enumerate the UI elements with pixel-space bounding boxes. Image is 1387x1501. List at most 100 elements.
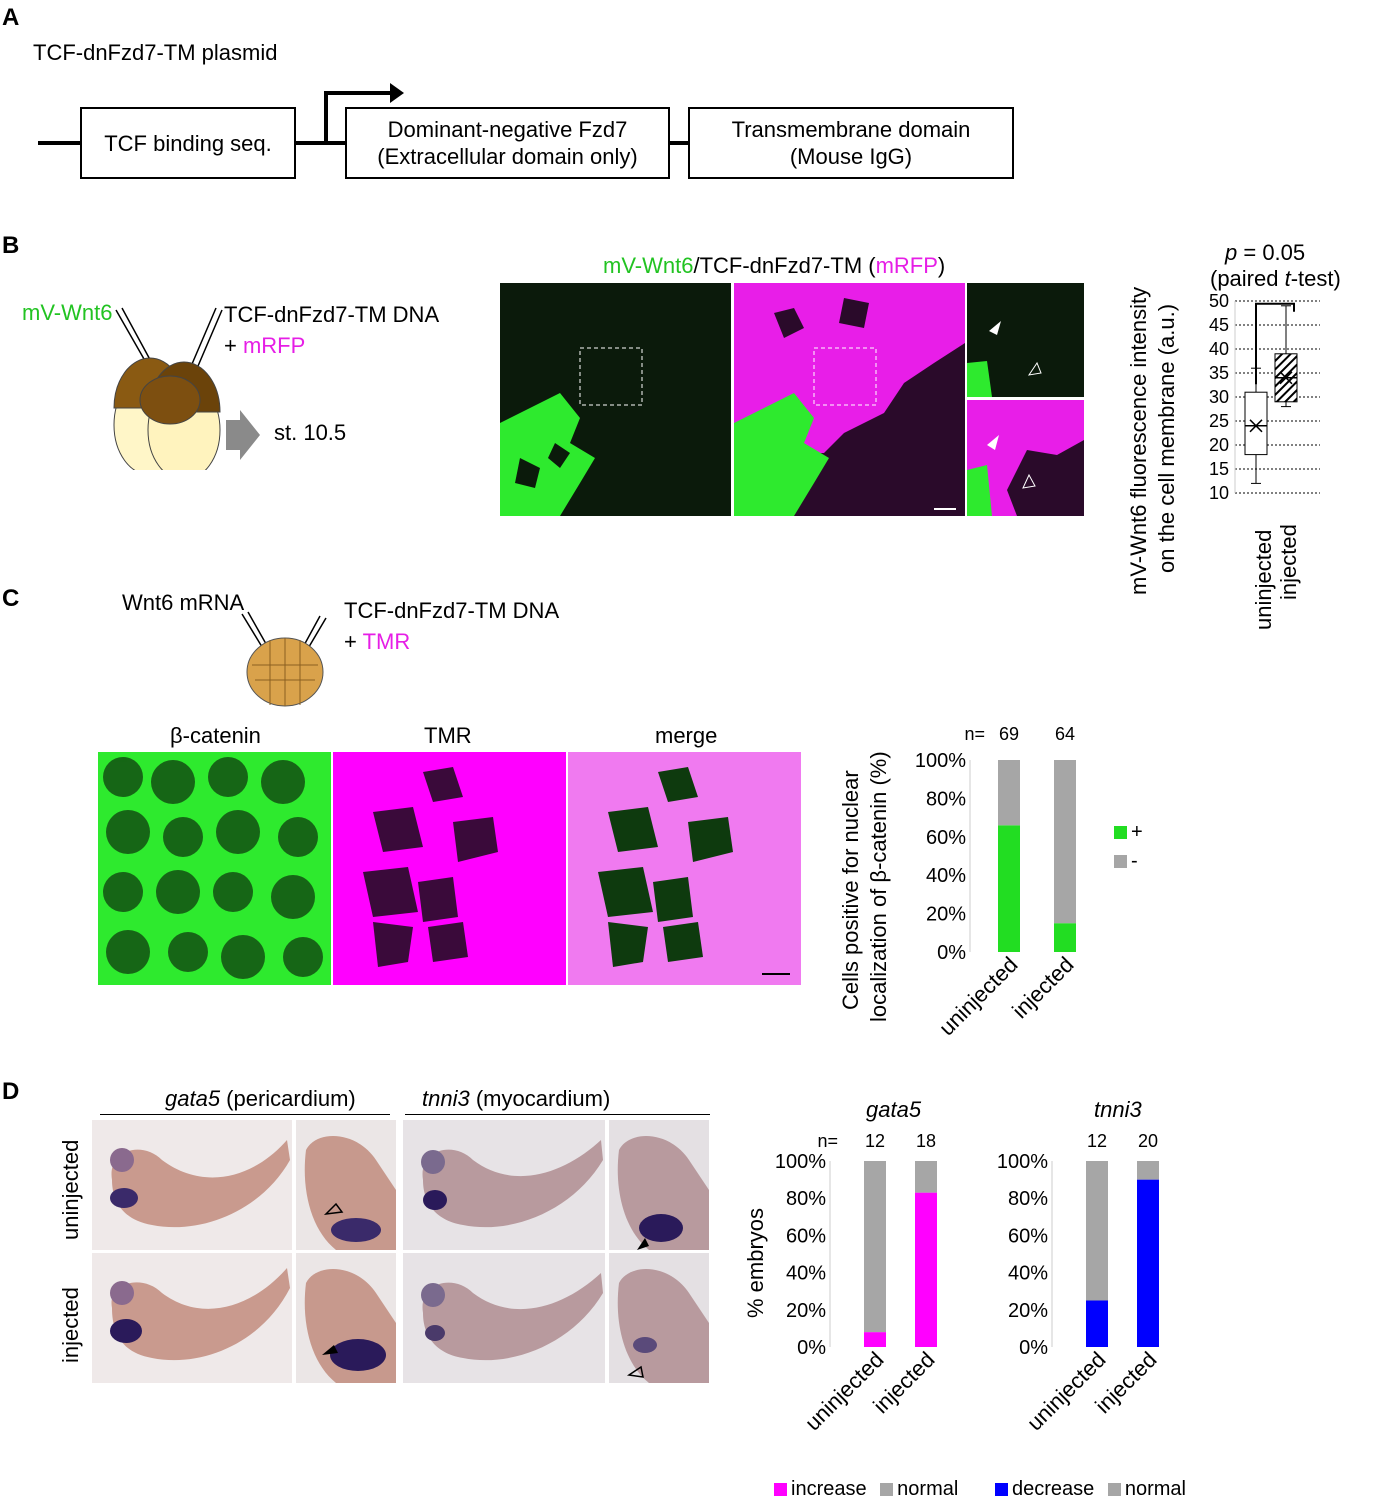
panel-a-label: A [2, 4, 20, 31]
arrowhead-filled-icon [989, 321, 1001, 335]
bar-uninjected-normal [864, 1161, 886, 1333]
box-xcat-injected: injected [1276, 524, 1301, 600]
box-ytick-label: 50 [1209, 291, 1229, 311]
embryo-gata5-injected [92, 1253, 292, 1383]
inj-plus-c: + TMR [344, 629, 411, 654]
open-arrowhead-icon [323, 1202, 344, 1216]
gene1-underline [100, 1114, 390, 1115]
legend-normal-1: normal [897, 1478, 959, 1500]
embryo-gata5-uninjected-zoom [296, 1120, 396, 1250]
n-label: n= [817, 1131, 838, 1151]
bar-uninjected-decrease [1086, 1300, 1108, 1347]
legend-increase: increase [791, 1478, 867, 1500]
dnfzd7-box: Dominant-negative Fzd7 (Extracellular do… [345, 107, 670, 179]
gata5-chart: 0%20%40%60%80%100%n= 12uninjected18inject… [775, 1131, 940, 1435]
ytick-label: 60% [786, 1225, 826, 1247]
c-ylabel-1: Cells positive for nuclear [838, 770, 863, 1010]
n-value: 12 [1087, 1131, 1107, 1151]
ytick-label: 0% [1019, 1337, 1048, 1359]
bar-uninjected-- [998, 760, 1020, 826]
arrowhead-open-icon [1027, 361, 1042, 376]
row-injected: injected [58, 1287, 83, 1363]
ytick-label: 100% [775, 1151, 826, 1173]
row-uninjected: uninjected [58, 1139, 83, 1240]
ytick-label: 40% [786, 1263, 826, 1285]
plasmid-diagram [38, 83, 689, 145]
ytick-label: 80% [1008, 1188, 1048, 1210]
box-ytick-label: 20 [1209, 435, 1229, 455]
n-value: 64 [1055, 724, 1075, 744]
d-chart1-title: gata5 [866, 1097, 922, 1122]
tm-domain-box: Transmembrane domain (Mouse IgG) [688, 107, 1014, 179]
embryo-gata5-uninjected [92, 1120, 292, 1250]
xtick-uninjected: uninjected [1022, 1347, 1111, 1436]
n-value: 18 [916, 1131, 936, 1151]
stage-label: st. 10.5 [274, 420, 347, 445]
tcf-binding-box: TCF binding seq. [80, 107, 296, 179]
gene2-header: tnni3 (myocardium) [422, 1086, 611, 1111]
ytick-label: 0% [797, 1337, 826, 1359]
box-ytick-label: 30 [1209, 387, 1229, 407]
ytick-label: 100% [915, 750, 966, 772]
ytick-label: 40% [1008, 1263, 1048, 1285]
box-ytick-label: 25 [1209, 411, 1229, 431]
ytick-label: 80% [926, 788, 966, 810]
tm-label-1: Transmembrane domain [731, 117, 971, 142]
xtick-injected: injected [1007, 952, 1078, 1023]
box-ytick-label: 40 [1209, 339, 1229, 359]
gene2-underline [405, 1114, 710, 1115]
box-ylabel-1: mV-Wnt6 fluorescence intensity [1126, 286, 1151, 595]
merge-image [568, 752, 801, 985]
gene1-header: gata5 (pericardium) [165, 1086, 356, 1111]
d-ylabel: % embryos [743, 1207, 768, 1318]
bar-injected-normal [915, 1161, 937, 1193]
bar-injected-normal [1137, 1161, 1159, 1180]
mrfp-merge-image [734, 283, 965, 516]
tmr-image [333, 752, 566, 985]
img-title-merge: merge [655, 723, 718, 748]
zoom-magenta-image [967, 400, 1084, 516]
bar-injected-increase [915, 1192, 937, 1347]
boxplot-chart: 10 15 20 25 30 35 40 45 50 [1209, 291, 1320, 503]
d-legend1: increase normal [774, 1478, 958, 1501]
zoom-green-image [967, 283, 1084, 397]
box-ytick-label: 15 [1209, 459, 1229, 479]
n-label: n= [964, 724, 985, 744]
filled-arrowhead-icon [322, 1345, 338, 1355]
ytick-label: 40% [926, 865, 966, 887]
d-legend2: decrease normal [995, 1478, 1186, 1501]
legend-decrease: decrease [1012, 1478, 1095, 1500]
legend-normal-2: normal [1124, 1478, 1186, 1500]
bar-injected-+ [1054, 923, 1076, 952]
img-title-tmr: TMR [424, 723, 472, 748]
embryo-tnni3-uninjected [403, 1120, 605, 1250]
box-ytick-label: 10 [1209, 483, 1229, 503]
d-chart2-title: tnni3 [1094, 1097, 1142, 1122]
box-ytick-label: 45 [1209, 315, 1229, 335]
dnfzd7-label-1: Dominant-negative Fzd7 [387, 117, 628, 142]
inj-mrfp: mRFP [242, 333, 306, 358]
box-ytick-label: 35 [1209, 363, 1229, 383]
xtick-uninjected: uninjected [934, 952, 1023, 1041]
bar-uninjected-normal [1086, 1161, 1108, 1301]
inj-tcf-dna: TCF-dnFzd7-TM DNA [224, 302, 440, 327]
ytick-label: 20% [1008, 1300, 1048, 1322]
inj-tmr: TMR [362, 629, 411, 654]
ytick-label: 80% [786, 1188, 826, 1210]
panel-d-label: D [2, 1078, 20, 1105]
c-ylabel-2: localization of β-catenin (%) [866, 751, 891, 1022]
box-mean-marker [1249, 419, 1263, 433]
n-value: 20 [1138, 1131, 1158, 1151]
ytick-label: 20% [786, 1300, 826, 1322]
n-value: 12 [865, 1131, 885, 1151]
nuclear-bcatenin-chart: 0% 20% 40% 60% 80% 100% n= 69 uninjected 64 inject… [915, 724, 1079, 1041]
ytick-label: 60% [926, 827, 966, 849]
stat-test: (paired t-test) [1210, 266, 1341, 291]
inj-mv-wnt6: mV-Wnt6 [22, 300, 113, 325]
embryo-tnni3-injected-zoom [609, 1253, 709, 1383]
bar-injected-- [1054, 760, 1076, 924]
ytick-label: 60% [1008, 1225, 1048, 1247]
ytick-label: 100% [997, 1151, 1048, 1173]
box-ylabel-2: on the cell membrane (a.u.) [1154, 303, 1179, 573]
